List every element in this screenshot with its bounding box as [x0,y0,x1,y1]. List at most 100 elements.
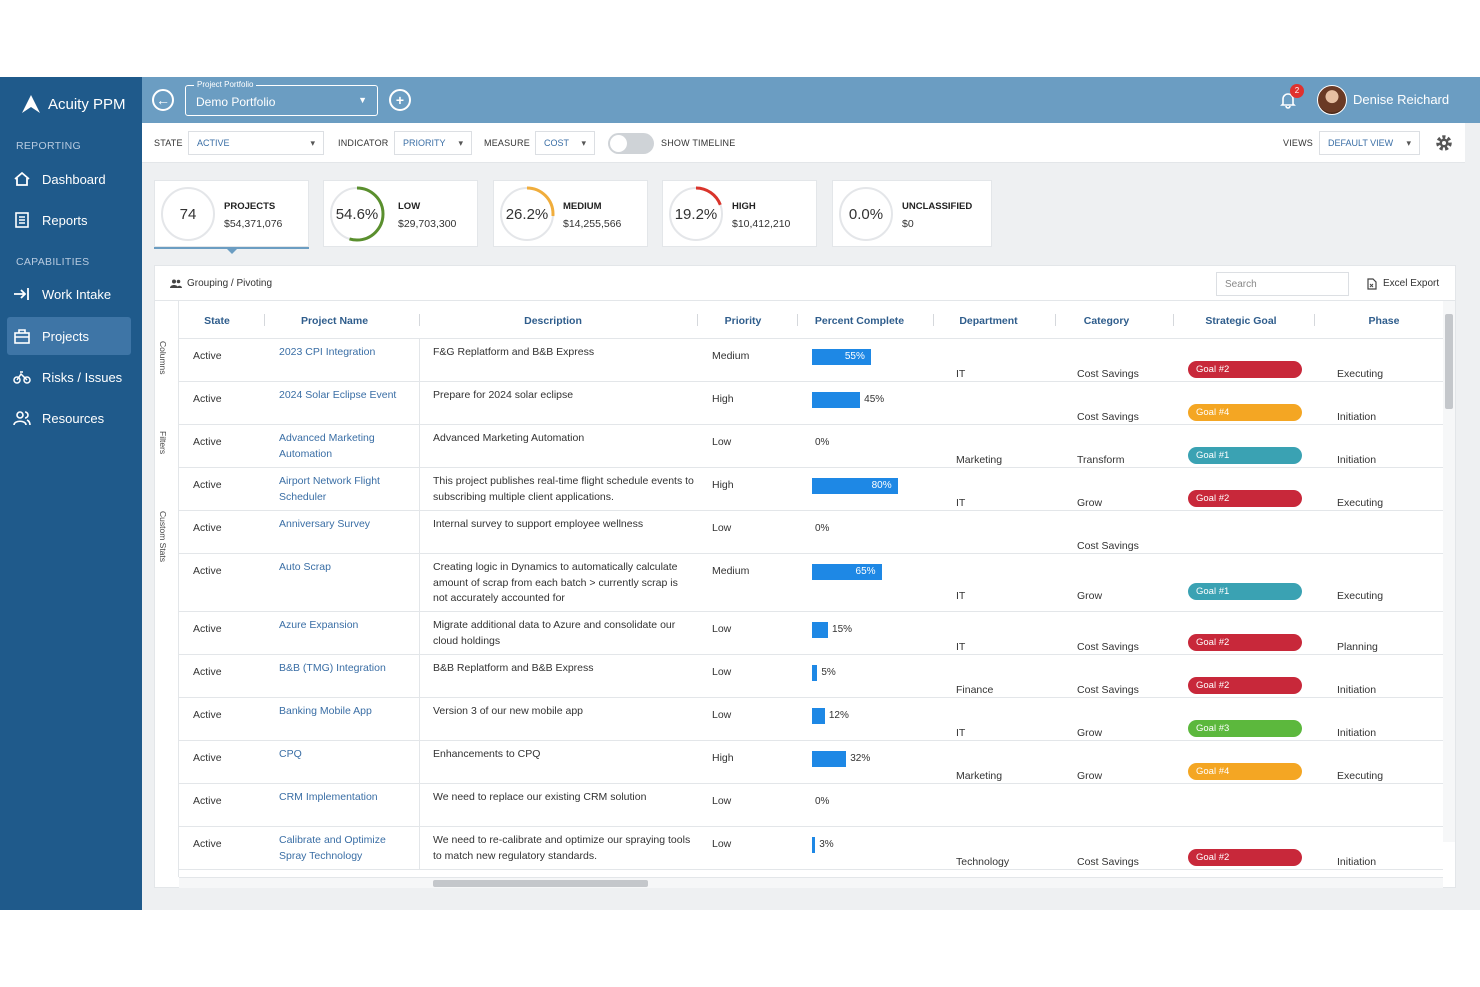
sidebar-item-dashboard[interactable]: Dashboard [7,160,131,198]
cell-project-name[interactable]: Advanced Marketing Automation [279,432,375,460]
excel-export-button[interactable]: Excel Export [1383,278,1440,289]
stat-ring-value: 26.2% [505,205,549,223]
sidebar-item-label: Risks / Issues [42,369,123,385]
column-separator[interactable] [1055,314,1056,326]
cell-divider [419,554,420,612]
app-logo[interactable]: Acuity PPM [20,91,126,117]
cell-state: Active [193,709,222,721]
cell-divider [419,741,420,784]
table-row[interactable]: Active 2024 Solar Eclipse Event Prepare … [179,382,1443,425]
views-select-value: DEFAULT VIEW [1328,138,1394,148]
cell-description: This project publishes real-time flight … [433,475,694,503]
cell-category: Cost Savings [1077,411,1139,423]
table-row[interactable]: Active CPQ Enhancements to CPQ High 32% Ma… [179,741,1443,784]
file-export-icon [1367,278,1377,290]
cell-state: Active [193,393,222,405]
cell-category: Transform [1077,454,1125,466]
column-header-priority[interactable]: Priority [724,315,762,327]
column-separator[interactable] [697,314,698,326]
avatar[interactable] [1317,85,1347,115]
cell-category: Cost Savings [1077,368,1139,380]
state-select[interactable]: ACTIVE ▾ [188,131,324,155]
gear-icon[interactable] [1434,133,1454,153]
user-name[interactable]: Denise Reichard [1353,92,1450,107]
filters-tab[interactable]: Filters [158,431,168,455]
stat-card-high[interactable]: 19.2% HIGH $10,412,210 [662,180,817,247]
column-header-strategic-goal[interactable]: Strategic Goal [1205,315,1277,327]
cell-project-name[interactable]: Banking Mobile App [279,705,372,717]
table-row[interactable]: Active Banking Mobile App Version 3 of o… [179,698,1443,741]
table-row[interactable]: Active 2023 CPI Integration F&G Replatfo… [179,339,1443,382]
stat-card-medium[interactable]: 26.2% MEDIUM $14,255,566 [493,180,648,247]
cell-project-name[interactable]: Airport Network Flight Scheduler [279,475,380,503]
show-timeline-toggle[interactable] [608,133,654,154]
views-select[interactable]: DEFAULT VIEW ▾ [1319,131,1420,155]
cell-priority: Low [712,522,732,534]
column-header-phase[interactable]: Phase [1368,315,1400,327]
stat-card-unclassified[interactable]: 0.0% UNCLASSIFIED $0 [832,180,992,247]
sidebar-item-resources[interactable]: Resources [7,399,131,437]
column-separator[interactable] [1173,314,1174,326]
cell-divider [419,655,420,698]
column-separator[interactable] [797,314,798,326]
column-header-project-name[interactable]: Project Name [300,315,369,327]
table-row[interactable]: Active Anniversary Survey Internal surve… [179,511,1443,554]
cell-description: We need to re-calibrate and optimize our… [433,834,691,862]
sidebar-item-work-intake[interactable]: Work Intake [7,275,131,313]
state-label: STATE [154,138,183,148]
top-bar: ← Project Portfolio Demo Portfolio ▼ + 2… [142,77,1480,123]
cell-project-name[interactable]: CRM Implementation [279,791,378,803]
grouping-pivoting-button[interactable]: Grouping / Pivoting [187,278,273,289]
table-row[interactable]: Active Advanced Marketing Automation Adv… [179,425,1443,468]
sidebar-item-projects[interactable]: Projects [7,317,131,355]
side-tool-tabs: Columns Filters Custom Stats [155,301,179,877]
column-separator[interactable] [933,314,934,326]
portfolio-select[interactable]: Project Portfolio Demo Portfolio ▼ [185,80,378,116]
cell-project-name[interactable]: Azure Expansion [279,619,359,631]
table-row[interactable]: Active Auto Scrap Creating logic in Dyna… [179,554,1443,612]
add-portfolio-button[interactable]: + [389,89,411,111]
back-button[interactable]: ← [152,89,174,111]
table-row[interactable]: Active CRM Implementation We need to rep… [179,784,1443,827]
custom-stats-tab[interactable]: Custom Stats [158,511,168,563]
cell-project-name[interactable]: Auto Scrap [279,561,331,573]
table-row[interactable]: Active Calibrate and Optimize Spray Tech… [179,827,1443,870]
cell-project-name[interactable]: B&B (TMG) Integration [279,662,386,674]
sidebar-item-risks-issues[interactable]: Risks / Issues [7,358,131,396]
percent-complete-bar [812,665,818,681]
column-header-category[interactable]: Category [1083,315,1130,327]
indicator-select[interactable]: PRIORITY ▾ [394,131,472,155]
column-header-department[interactable]: Department [959,315,1018,327]
column-separator[interactable] [419,314,420,326]
stat-card-low[interactable]: 54.6% LOW $29,703,300 [323,180,478,247]
cell-state: Active [193,565,222,577]
cell-priority: Low [712,709,732,721]
column-separator[interactable] [264,314,265,326]
percent-complete-bar [812,837,816,853]
percent-complete-bar [812,564,882,580]
percent-complete-label: 15% [832,624,853,635]
stat-card-projects[interactable]: 74 PROJECTS $54,371,076 [154,180,309,254]
cell-divider [419,339,420,382]
cell-project-name[interactable]: CPQ [279,748,302,760]
columns-tab[interactable]: Columns [158,341,168,375]
sidebar-item-reports[interactable]: Reports [7,201,131,239]
chevron-down-icon: ▼ [358,95,367,105]
cell-priority: Low [712,666,732,678]
horizontal-scrollbar[interactable] [179,877,1443,888]
column-separator[interactable] [1314,314,1315,326]
column-header-percent-complete[interactable]: Percent Complete [814,315,905,327]
cell-project-name[interactable]: 2023 CPI Integration [279,346,376,358]
table-row[interactable]: Active Azure Expansion Migrate additiona… [179,612,1443,655]
column-header-state[interactable]: State [204,315,230,327]
column-header-description[interactable]: Description [524,315,582,327]
cell-project-name[interactable]: 2024 Solar Eclipse Event [279,389,397,401]
search-input[interactable]: Search [1216,272,1349,296]
cell-project-name[interactable]: Anniversary Survey [279,518,371,530]
table-row[interactable]: Active Airport Network Flight Scheduler … [179,468,1443,511]
table-row[interactable]: Active B&B (TMG) Integration B&B Replatf… [179,655,1443,698]
measure-select[interactable]: COST ▾ [535,131,595,155]
percent-complete-label: 3% [819,839,834,850]
cell-project-name[interactable]: Calibrate and Optimize Spray Technology [279,834,386,862]
vertical-scrollbar[interactable] [1443,301,1455,842]
